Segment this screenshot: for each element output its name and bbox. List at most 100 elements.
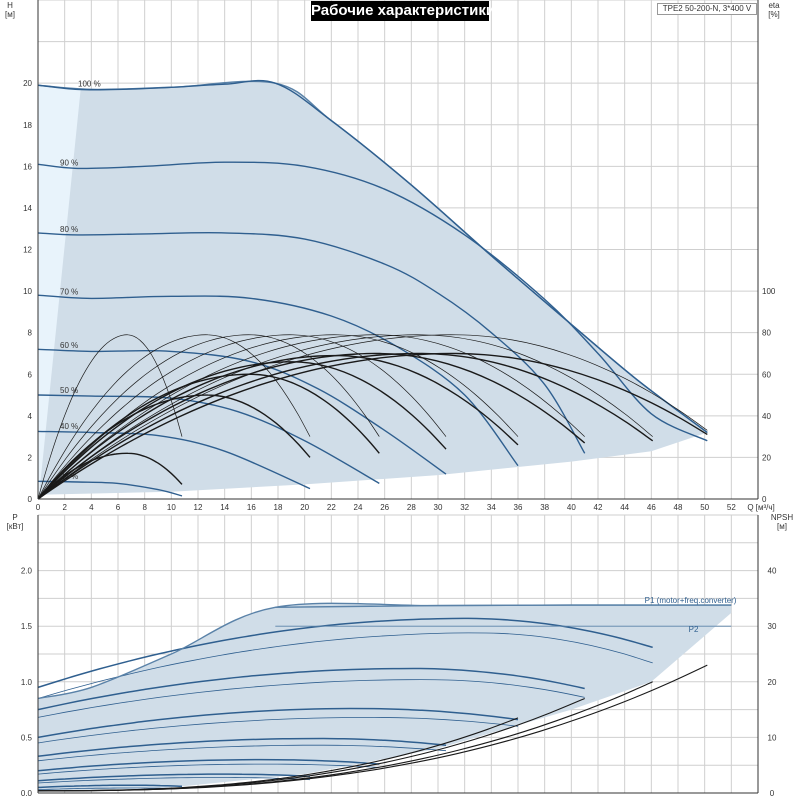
speed-curve-label: 70 %: [60, 288, 78, 297]
chart-title: Рабочие характеристики: [311, 1, 496, 21]
top-y2-tick-label: 40: [762, 412, 771, 421]
power-curve: [37, 737, 447, 758]
efficiency-curve: [37, 334, 653, 500]
power-curve: [37, 667, 585, 711]
top-y2-axis-unit: [%]: [768, 10, 780, 19]
top-y2-tick-label: 0: [762, 495, 767, 504]
top-y-tick-label: 20: [23, 79, 32, 88]
top-y2-tick-label: 20: [762, 453, 771, 462]
power-curve: [37, 784, 183, 789]
bottom-y-tick-label: 1.5: [21, 622, 33, 631]
top-x-tick-label: 6: [116, 503, 121, 512]
top-x-tick-label: 8: [142, 503, 147, 512]
top-x-tick-label: 34: [487, 503, 496, 512]
bottom-y-tick-label: 1.0: [21, 678, 33, 687]
power-curve: [37, 758, 380, 772]
top-y-tick-label: 6: [28, 370, 33, 379]
top-x-tick-label: 46: [647, 503, 656, 512]
efficiency-curve: [37, 334, 519, 500]
efficiency-curve: [37, 334, 447, 500]
top-y-tick-label: 8: [28, 329, 33, 338]
top-y-tick-label: 16: [23, 162, 32, 171]
speed-curve-label: 40 %: [60, 422, 78, 431]
bottom-y-axis-label: P: [12, 513, 17, 522]
bottom-y2-tick-label: 20: [768, 678, 777, 687]
top-x-tick-label: 48: [674, 503, 683, 512]
bottom-y2-tick-label: 40: [768, 567, 777, 576]
speed-curve: [37, 161, 708, 442]
top-x-tick-label: 26: [380, 503, 389, 512]
p1-label: P1 (motor+freq.converter): [645, 596, 737, 605]
bottom-y-tick-label: 0.0: [21, 789, 33, 798]
power-curve: [37, 776, 311, 784]
pump-model-label: TPE2 50-200-N, 3*400 V: [657, 3, 757, 15]
top-x-tick-label: 12: [194, 503, 203, 512]
power-curve: [37, 632, 653, 699]
efficiency-curve: [37, 373, 380, 500]
speed-curve: [37, 394, 380, 485]
top-x-tick-label: 16: [247, 503, 256, 512]
top-x-tick-label: 18: [274, 503, 283, 512]
top-x-tick-label: 2: [62, 503, 67, 512]
top-y-tick-label: 10: [23, 287, 32, 296]
top-x-tick-label: 36: [514, 503, 523, 512]
bottom-y2-axis-unit: [м]: [777, 522, 787, 531]
efficiency-curve: [37, 334, 311, 500]
top-y2-tick-label: 60: [762, 370, 771, 379]
power-curve: [37, 773, 311, 782]
speed-curve: [37, 430, 311, 490]
bottom-operating-area: [38, 603, 732, 792]
npsh-curve: [37, 664, 708, 792]
top-x-tick-label: 10: [167, 503, 176, 512]
p2-label: P2: [689, 625, 699, 634]
top-x-tick-label: 32: [460, 503, 469, 512]
speed-curve-label: 100 %: [78, 79, 101, 88]
speed-curve: [37, 348, 447, 475]
power-curve: [37, 617, 653, 689]
top-x-tick-label: 52: [727, 503, 736, 512]
top-x-tick-label: 22: [327, 503, 336, 512]
speed-curve: [37, 79, 708, 434]
top-x-tick-label: 50: [700, 503, 709, 512]
speed-curve-label: 60 %: [60, 341, 78, 350]
efficiency-curve: [37, 352, 654, 500]
power-curve: [37, 763, 380, 775]
efficiency-curve: [37, 334, 585, 500]
power-curve: [37, 744, 447, 762]
top-y2-tick-label: 80: [762, 329, 771, 338]
top-y-tick-label: 14: [23, 204, 32, 213]
power-curve: [37, 707, 519, 739]
efficiency-curve: [37, 361, 447, 500]
top-y-axis-unit: [м]: [5, 10, 15, 19]
top-y-axis-label: H: [7, 1, 13, 10]
speed-curve-label: 50 %: [60, 386, 78, 395]
power-curve: [37, 717, 519, 744]
bottom-y-tick-label: 2.0: [21, 567, 33, 576]
top-x-tick-label: 40: [567, 503, 576, 512]
bottom-area-upper-edge: [37, 602, 732, 700]
top-y-tick-label: 0: [28, 495, 33, 504]
top-x-tick-label: 28: [407, 503, 416, 512]
top-x-axis-label: Q [м³/ч]: [747, 503, 774, 512]
power-curve: [37, 787, 183, 791]
bottom-y-tick-label: 0.5: [21, 733, 33, 742]
speed-curve-label: 90 %: [60, 158, 78, 167]
top-x-tick-label: 30: [434, 503, 443, 512]
top-y-tick-label: 18: [23, 121, 32, 130]
efficiency-curve: [37, 334, 380, 500]
top-x-tick-label: 38: [540, 503, 549, 512]
top-y-tick-label: 4: [28, 412, 33, 421]
top-y2-axis-label: eta: [768, 1, 780, 10]
top-x-tick-label: 44: [620, 503, 629, 512]
efficiency-curve: [37, 354, 519, 500]
bottom-y2-axis-label: NPSH: [771, 513, 793, 522]
top-x-tick-label: 24: [354, 503, 363, 512]
top-x-tick-label: 20: [300, 503, 309, 512]
efficiency-curve: [37, 352, 708, 500]
speed-curve: [37, 294, 519, 467]
bottom-y2-tick-label: 0: [770, 789, 775, 798]
top-y-tick-label: 2: [28, 453, 33, 462]
bottom-y2-tick-label: 30: [768, 622, 777, 631]
top-y2-tick-label: 100: [762, 287, 776, 296]
